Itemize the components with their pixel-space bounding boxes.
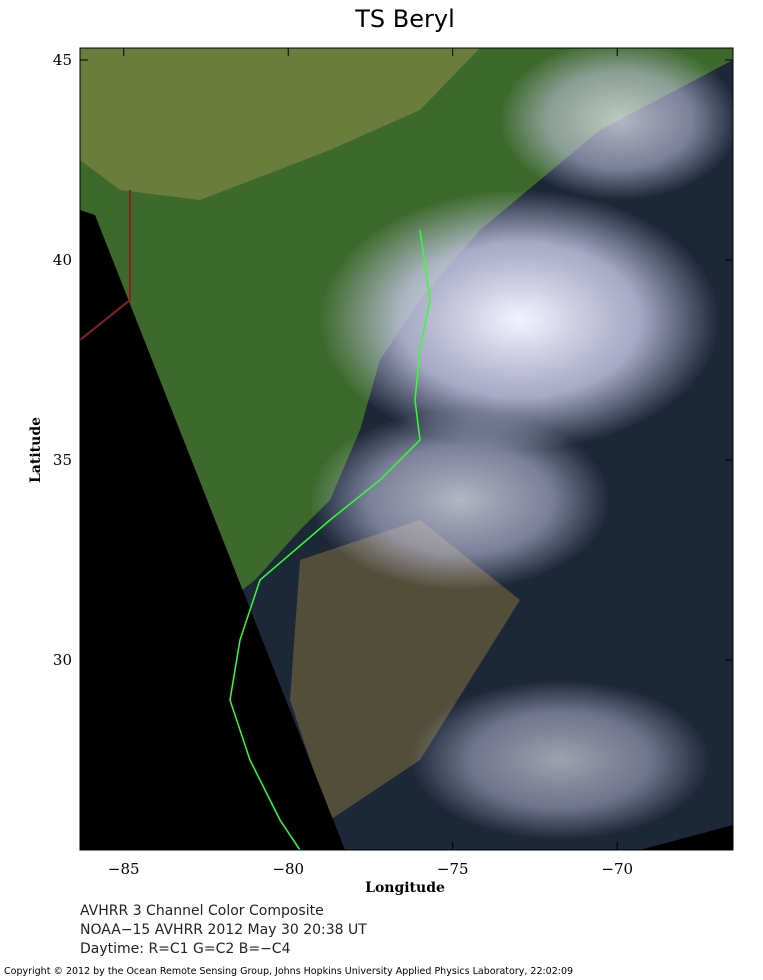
x-tick-label: −85 [108,860,140,878]
y-axis-label: Latitude [28,417,44,483]
plot-frame [79,47,734,851]
title: TS Beryl [354,5,455,33]
y-tick-label: 35 [53,451,72,469]
y-tick-label: 40 [53,251,72,269]
caption-line: AVHRR 3 Channel Color Composite [80,903,324,919]
y-tick-label: 45 [53,51,72,69]
caption-line: NOAA−15 AVHRR 2012 May 30 20:38 UT [80,922,367,938]
caption-line: Daytime: R=C1 G=C2 B=−C4 [80,941,291,957]
x-tick-label: −75 [437,860,469,878]
x-tick-label: −80 [272,860,304,878]
copyright: Copyright © 2012 by the Ocean Remote Sen… [4,966,573,977]
x-tick-label: −70 [601,860,633,878]
satellite-image [80,48,733,850]
y-tick-label: 30 [53,651,72,669]
x-axis-label: Longitude [365,880,445,896]
